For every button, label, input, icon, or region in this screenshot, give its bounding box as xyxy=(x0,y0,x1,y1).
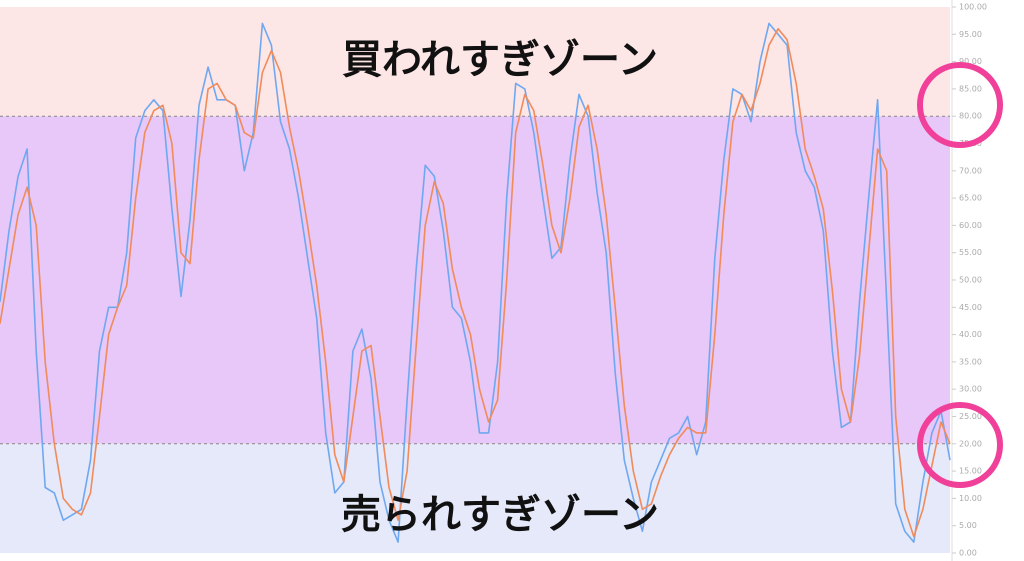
stochastic-line xyxy=(0,28,951,538)
y-tick-label: 85.00 xyxy=(959,84,982,93)
y-tick-label: 100.00 xyxy=(959,3,987,12)
y-tick-label: 10.00 xyxy=(959,494,982,503)
y-tick-label: 40.00 xyxy=(959,330,982,339)
y-tick-label: 15.00 xyxy=(959,467,982,476)
y-tick-label: 35.00 xyxy=(959,357,982,366)
y-tick-label: 90.00 xyxy=(959,57,982,66)
overbought-label: 買われすぎゾーン xyxy=(342,37,658,83)
stochastic-line xyxy=(0,22,951,543)
y-tick-label: 65.00 xyxy=(959,194,982,203)
y-tick-label: 0.00 xyxy=(959,549,977,558)
oversold-label: 売られすぎゾーン xyxy=(341,492,659,538)
y-tick-label: 25.00 xyxy=(959,412,982,421)
oversold-zone xyxy=(0,443,950,553)
y-tick-label: 60.00 xyxy=(959,221,982,230)
y-tick-label: 20.00 xyxy=(959,439,982,448)
y-tick-label: 50.00 xyxy=(959,276,982,285)
middle-zone xyxy=(0,116,950,444)
zones xyxy=(0,7,950,553)
y-axis: 0.00 5.00 10.00 15.00 20.00 25.00 30.00 35.00 40… xyxy=(951,0,987,561)
plot xyxy=(0,22,951,543)
y-tick-label: 70.00 xyxy=(959,166,982,175)
highlight-circle xyxy=(917,402,1003,488)
y-tick-label: 5.00 xyxy=(959,521,977,530)
y-tick-label: 80.00 xyxy=(959,112,982,121)
y-tick-label: 55.00 xyxy=(959,248,982,257)
highlight-circle xyxy=(917,62,1003,148)
y-tick-label: 45.00 xyxy=(959,303,982,312)
y-tick-label: 30.00 xyxy=(959,385,982,394)
y-tick-label: 95.00 xyxy=(959,30,982,39)
